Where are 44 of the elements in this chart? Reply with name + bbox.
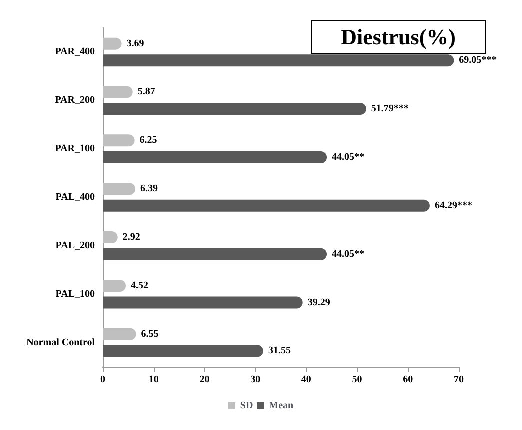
legend-label: Mean xyxy=(269,400,294,412)
y-tick-label: PAR_200 xyxy=(55,95,95,106)
x-tick-label: 20 xyxy=(200,374,210,386)
bar xyxy=(103,345,264,358)
bar xyxy=(103,183,136,196)
bar xyxy=(103,280,126,292)
data-label: 6.25 xyxy=(140,135,158,146)
y-tick-label: Normal Control xyxy=(26,337,96,348)
bar xyxy=(103,296,303,309)
x-tick-label: 50 xyxy=(352,374,362,386)
y-tick-label: PAL_200 xyxy=(56,240,95,252)
chart-title: Diestrus(%) xyxy=(341,24,456,50)
data-label: 5.87 xyxy=(138,86,156,98)
bar xyxy=(103,134,135,147)
data-label: 3.69 xyxy=(126,38,144,50)
x-tick-label: 70 xyxy=(454,374,464,386)
data-label: 6.39 xyxy=(140,184,158,195)
data-label: 64.29*** xyxy=(434,200,472,212)
x-tick-label: 0 xyxy=(100,374,106,386)
x-tick-label: 10 xyxy=(148,374,159,386)
legend-label: SD xyxy=(240,400,254,412)
data-label: 44.05** xyxy=(332,152,365,163)
x-tick-label: 60 xyxy=(403,374,414,386)
bar xyxy=(103,86,133,98)
data-label: 51.79*** xyxy=(371,104,409,115)
bar xyxy=(103,54,454,67)
y-tick-label: PAR_400 xyxy=(55,46,95,58)
x-tick-label: 40 xyxy=(301,374,312,386)
y-tick-label: PAR_100 xyxy=(55,144,95,155)
y-tick-label: PAL_400 xyxy=(56,192,95,203)
bar xyxy=(103,248,328,260)
x-tick-label: 30 xyxy=(250,374,261,386)
bar xyxy=(103,328,136,340)
y-tick-label: PAL_100 xyxy=(56,288,95,300)
data-label: 69.05*** xyxy=(459,55,497,66)
data-label: 31.55 xyxy=(268,346,291,357)
data-label: 44.05** xyxy=(332,248,365,260)
bar xyxy=(103,200,430,212)
data-label: 2.92 xyxy=(122,232,140,244)
data-label: 4.52 xyxy=(130,280,148,292)
bar xyxy=(103,151,328,164)
data-label: 6.55 xyxy=(141,328,159,340)
data-label: 39.29 xyxy=(308,297,330,308)
bar xyxy=(103,103,366,116)
